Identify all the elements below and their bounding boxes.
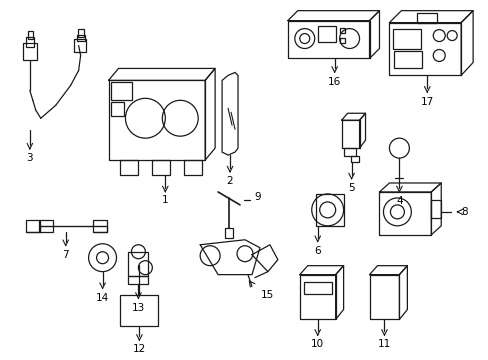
Bar [339,28,344,32]
Text: 6: 6 [314,246,321,256]
Text: 14: 14 [96,293,109,302]
Bar [120,160,138,175]
Text: 9: 9 [254,192,261,202]
Text: 11: 11 [377,339,390,349]
Bar [224,228,233,238]
Text: 4: 4 [395,196,402,206]
Bar [339,37,344,42]
Bar [26,37,34,46]
Bar [92,220,106,232]
Bar [77,35,84,41]
Text: 10: 10 [310,339,324,349]
Bar [416,13,436,23]
Bar [110,102,124,116]
Bar [394,50,422,68]
Text: 2: 2 [226,176,233,186]
Bar [28,31,33,39]
Text: 12: 12 [133,345,146,354]
Bar [23,42,37,60]
Bar [110,82,132,100]
Text: 3: 3 [26,153,33,163]
Text: 17: 17 [420,97,433,107]
Bar [120,294,158,327]
Bar [343,148,355,156]
Bar [393,28,421,49]
Bar [128,252,148,276]
Text: 5: 5 [347,183,354,193]
Text: 1: 1 [162,195,168,205]
Bar [430,200,440,218]
Bar [26,220,40,232]
Bar [317,26,335,41]
Text: 8: 8 [460,207,467,217]
Bar [128,276,148,284]
Bar [184,160,202,175]
Text: 16: 16 [327,77,341,87]
Bar [152,160,170,175]
Bar [303,282,331,293]
Text: 15: 15 [261,289,274,300]
Bar [74,39,85,53]
Text: 7: 7 [62,250,69,260]
Text: 13: 13 [132,302,145,312]
Bar [39,220,53,232]
Bar [78,28,83,37]
Bar [315,194,343,226]
Bar [350,156,358,162]
